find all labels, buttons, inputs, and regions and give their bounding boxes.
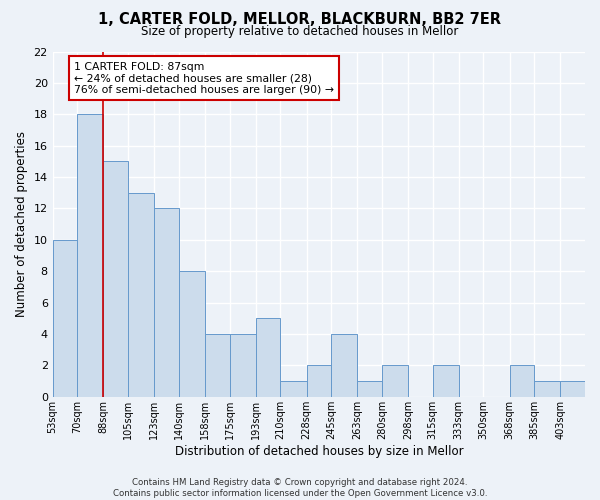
Bar xyxy=(560,381,585,397)
Text: Contains HM Land Registry data © Crown copyright and database right 2024.
Contai: Contains HM Land Registry data © Crown c… xyxy=(113,478,487,498)
Text: Size of property relative to detached houses in Mellor: Size of property relative to detached ho… xyxy=(142,25,458,38)
Text: 1, CARTER FOLD, MELLOR, BLACKBURN, BB2 7ER: 1, CARTER FOLD, MELLOR, BLACKBURN, BB2 7… xyxy=(98,12,502,28)
Bar xyxy=(77,114,103,397)
Bar xyxy=(331,334,357,397)
Bar xyxy=(256,318,280,397)
Bar xyxy=(179,271,205,397)
Bar xyxy=(230,334,256,397)
Bar xyxy=(307,366,331,397)
Bar xyxy=(382,366,408,397)
Bar xyxy=(357,381,382,397)
Bar xyxy=(128,193,154,397)
Bar xyxy=(509,366,534,397)
Bar xyxy=(103,162,128,397)
X-axis label: Distribution of detached houses by size in Mellor: Distribution of detached houses by size … xyxy=(175,444,463,458)
Bar xyxy=(280,381,307,397)
Text: 1 CARTER FOLD: 87sqm
← 24% of detached houses are smaller (28)
76% of semi-detac: 1 CARTER FOLD: 87sqm ← 24% of detached h… xyxy=(74,62,334,95)
Bar xyxy=(53,240,77,397)
Bar xyxy=(154,208,179,397)
Bar xyxy=(433,366,459,397)
Y-axis label: Number of detached properties: Number of detached properties xyxy=(15,131,28,317)
Bar xyxy=(534,381,560,397)
Bar xyxy=(205,334,230,397)
